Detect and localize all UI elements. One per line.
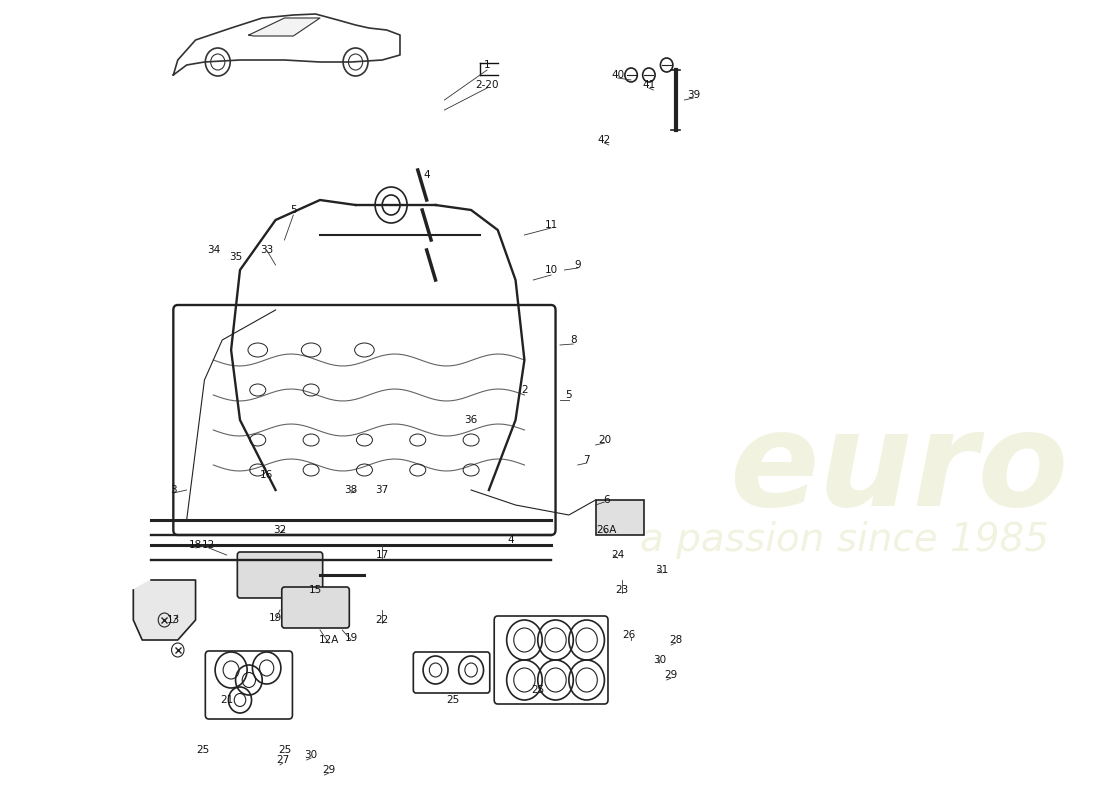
Text: 38: 38 [344,485,358,495]
Text: 37: 37 [375,485,388,495]
Text: 2-20: 2-20 [475,80,498,90]
Text: 8: 8 [570,335,576,345]
Text: euro: euro [729,406,1068,534]
Text: 28: 28 [669,635,682,645]
Text: 24: 24 [612,550,625,560]
Text: 36: 36 [464,415,477,425]
Text: 13: 13 [167,615,180,625]
Text: 5: 5 [290,205,297,215]
Text: 11: 11 [544,220,558,230]
Text: 25: 25 [447,695,460,705]
Text: 2: 2 [521,385,528,395]
FancyBboxPatch shape [282,587,350,628]
Text: 19: 19 [344,633,358,643]
Text: 7: 7 [583,455,590,465]
Text: 25: 25 [531,685,544,695]
Polygon shape [249,18,320,36]
Text: 18: 18 [189,540,202,550]
Text: 12A: 12A [319,635,339,645]
Text: 29: 29 [322,765,335,775]
Text: 26A: 26A [596,525,616,535]
Text: 4: 4 [508,535,515,545]
Text: 10: 10 [544,265,558,275]
Text: 33: 33 [260,245,273,255]
Text: 35: 35 [229,252,242,262]
Text: 30: 30 [305,750,318,760]
Text: 3: 3 [170,485,177,495]
Text: 9: 9 [574,260,581,270]
Text: a passion since 1985: a passion since 1985 [640,521,1049,559]
Text: 41: 41 [642,80,656,90]
Text: 39: 39 [686,90,700,100]
Text: 4: 4 [424,170,430,180]
Text: 25: 25 [196,745,209,755]
Text: 20: 20 [598,435,611,445]
Polygon shape [133,580,196,640]
Text: 32: 32 [274,525,287,535]
Text: 42: 42 [597,135,612,145]
FancyBboxPatch shape [238,552,322,598]
Text: 40: 40 [612,70,625,80]
Text: 16: 16 [260,470,273,480]
Text: 21: 21 [220,695,233,705]
Text: 27: 27 [276,755,289,765]
Text: 25: 25 [278,745,292,755]
Text: 34: 34 [207,245,220,255]
Text: 15: 15 [309,585,322,595]
Text: 17: 17 [375,550,388,560]
Text: 12: 12 [202,540,216,550]
Text: 31: 31 [656,565,669,575]
Text: 19: 19 [268,613,283,623]
Text: 6: 6 [603,495,609,505]
Text: 1: 1 [484,60,491,70]
Text: 26: 26 [623,630,636,640]
Text: 5: 5 [565,390,572,400]
Text: 22: 22 [375,615,388,625]
Bar [595,500,645,535]
Text: 23: 23 [616,585,629,595]
Text: 30: 30 [653,655,667,665]
Text: 29: 29 [664,670,678,680]
